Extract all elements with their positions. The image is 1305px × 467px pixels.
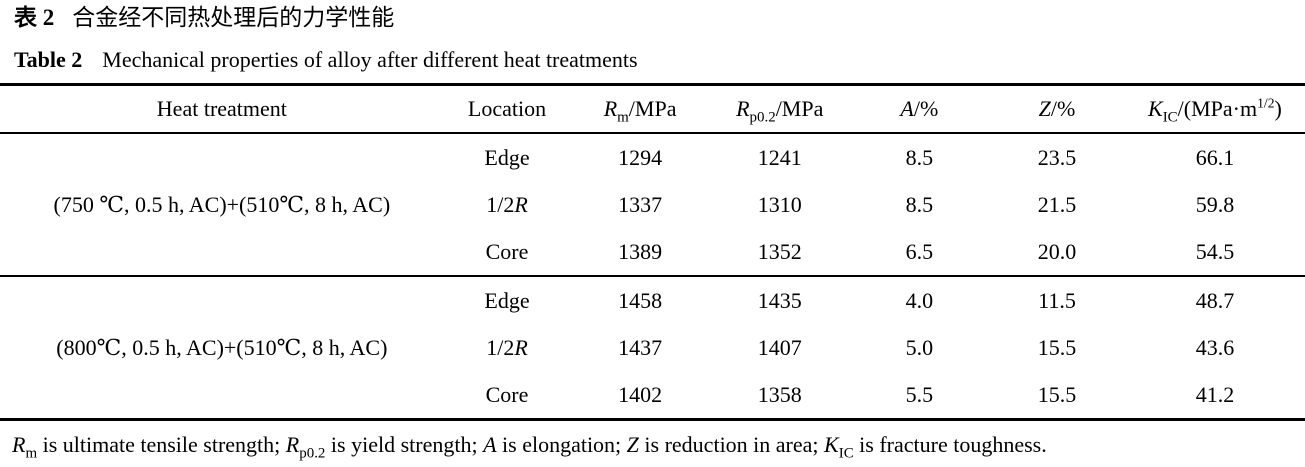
kic-value: 54.5 [1195,238,1235,264]
rp02-value: 1310 [757,191,802,217]
kic-value: 48.7 [1124,275,1305,324]
table-caption-en-label: Table 2 [14,47,83,72]
rm-value: 1337 [618,191,663,217]
location-cell: Core [485,238,529,264]
z-value: 15.5 [1037,381,1077,407]
rp02-value: 1352 [757,238,802,264]
a-value: 8.5 [905,144,934,170]
table-caption-zh: 表 2 合金经不同热处理后的力学性能 [14,3,1305,33]
z-value: 11.5 [989,275,1125,324]
table-row: (750 ℃, 0.5 h, AC)+(510℃, 8 h, AC) Edge … [0,133,1305,217]
rm-value: 1389 [618,238,663,264]
treatment-cell-800: (800℃, 0.5 h, AC)+(510℃, 8 h, AC) [0,275,444,420]
table-caption-en-text: Mechanical properties of alloy after dif… [102,47,638,72]
table-caption-zh-label: 表 2 [14,5,55,30]
a-value: 8.5 [905,191,934,217]
table-row: (800℃, 0.5 h, AC)+(510℃, 8 h, AC) Edge 1… [0,275,1305,420]
z-value: 21.5 [1037,191,1077,217]
rm-value: 1402 [618,381,663,407]
rm-value: 1458 [570,275,710,324]
kic-value: 59.8 [1195,191,1235,217]
col-header-kic: KIC/(MPa·m1/2) [1124,84,1305,134]
table-row: 1/2R 1437 1407 5.0 15.5 43.6 [0,324,1305,371]
table-row: Core 1402 1358 5.5 15.5 41.2 [0,371,1305,420]
table-row: Core 1389 1352 6.5 20.0 54.5 [0,228,1305,276]
z-value: 23.5 [1037,144,1077,170]
col-header-heat-treatment: Heat treatment [0,84,444,134]
rp02-value: 1358 [757,381,802,407]
rm-value: 1437 [618,334,663,360]
col-header-rm: Rm/MPa [570,84,710,134]
z-value: 15.5 [1037,334,1077,360]
a-value: 4.0 [849,275,990,324]
kic-value: 66.1 [1195,144,1235,170]
rp02-value: 1241 [757,144,802,170]
location-cell: 1/2R [486,334,528,360]
treatment-cell-750: (750 ℃, 0.5 h, AC)+(510℃, 8 h, AC) [53,191,391,217]
rm-value: 1294 [618,144,663,170]
kic-value: 43.6 [1195,334,1235,360]
a-value: 5.5 [905,381,934,407]
a-value: 5.0 [905,334,934,360]
location-cell: Edge [443,275,571,324]
rp02-value: 1435 [709,275,850,324]
kic-value: 41.2 [1195,381,1235,407]
rp02-value: 1407 [757,334,802,360]
header-row: Heat treatment Location Rm/MPa Rp0.2/MPa… [0,84,1305,134]
z-value: 20.0 [1037,238,1077,264]
location-cell: Core [485,381,529,407]
table-footnote: Rm is ultimate tensile strength; Rp0.2 i… [12,432,1047,462]
table-caption-en: Table 2 Mechanical properties of alloy af… [14,45,1305,75]
table-row: 1/2R 1337 1310 8.5 21.5 59.8 [0,181,1305,228]
location-cell: Edge [484,144,530,170]
mechanical-properties-table: Heat treatment Location Rm/MPa Rp0.2/MPa… [0,83,1305,421]
col-header-location: Location [443,84,571,134]
table-caption-zh-text: 合金经不同热处理后的力学性能 [72,5,395,30]
location-cell: 1/2R [486,191,528,217]
col-header-z: Z/% [989,84,1125,134]
col-header-a: A/% [849,84,990,134]
col-header-rp02: Rp0.2/MPa [709,84,850,134]
a-value: 6.5 [905,238,934,264]
